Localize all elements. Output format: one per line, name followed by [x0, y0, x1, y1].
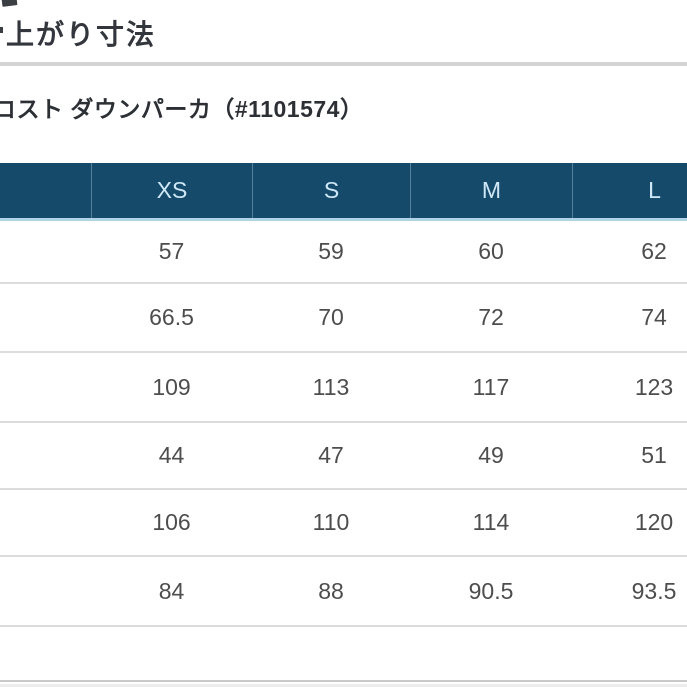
value-cell: 123 — [634, 373, 674, 400]
value-cell: 90.5 — [468, 577, 514, 604]
value-cell — [91, 627, 252, 680]
section-divider — [0, 62, 687, 66]
table-row: 109 113 117 123 — [0, 353, 687, 423]
header-cell-xs: XS — [91, 163, 252, 218]
size-table: XS S M L 57 59 60 62 66.5 70 72 74 109 1… — [0, 163, 687, 682]
value-cell: 70 — [318, 304, 344, 330]
row-label-cell — [0, 284, 91, 351]
value-cell: 114 — [472, 509, 510, 535]
value-cell: 49 — [478, 442, 504, 468]
row-label-cell — [0, 627, 91, 680]
header-cell-s: S — [252, 163, 410, 218]
table-row: 57 59 60 62 — [0, 221, 687, 284]
value-cell: 47 — [318, 442, 344, 468]
clipped-glyph-fragment-icon — [1, 0, 18, 7]
value-cell: 93.5 — [631, 577, 677, 604]
row-label-cell — [0, 490, 91, 555]
value-cell: 59 — [318, 238, 344, 264]
clipped-glyph-fragment-icon — [0, 27, 3, 33]
table-row: 106 110 114 120 — [0, 490, 687, 557]
row-label-cell — [0, 423, 91, 488]
header-cell-m: M — [410, 163, 572, 218]
value-cell: 110 — [312, 509, 350, 535]
header-cell-l: L — [572, 163, 687, 218]
value-cell: 88 — [318, 577, 344, 604]
value-cell — [572, 627, 687, 680]
value-cell: 117 — [472, 373, 510, 400]
value-cell: 62 — [641, 238, 667, 264]
value-cell: 72 — [478, 304, 504, 330]
row-label-cell — [0, 557, 91, 625]
value-cell: 51 — [641, 442, 667, 468]
value-cell — [410, 627, 572, 680]
table-row — [0, 627, 687, 682]
value-cell: 74 — [641, 304, 667, 330]
value-cell: 113 — [312, 373, 350, 400]
size-table-header-row: XS S M L — [0, 163, 687, 221]
value-cell: 106 — [152, 509, 191, 535]
product-title: コスト ダウンパーカ（#1101574） — [0, 96, 364, 122]
table-row: 44 47 49 51 — [0, 423, 687, 490]
row-label-cell — [0, 221, 91, 282]
value-cell: 120 — [634, 509, 674, 535]
table-row: 66.5 70 72 74 — [0, 284, 687, 353]
value-cell: 109 — [152, 373, 191, 400]
table-row: 84 88 90.5 93.5 — [0, 557, 687, 627]
value-cell: 60 — [478, 238, 504, 264]
header-cell-row-label — [0, 163, 91, 218]
value-cell — [252, 627, 410, 680]
section-title: 上がり寸法 — [6, 19, 157, 50]
bottom-section-edge — [0, 684, 687, 687]
value-cell: 66.5 — [149, 304, 194, 330]
row-label-cell — [0, 353, 91, 421]
value-cell: 44 — [158, 442, 185, 468]
value-cell: 84 — [158, 577, 185, 604]
value-cell: 57 — [158, 238, 185, 264]
